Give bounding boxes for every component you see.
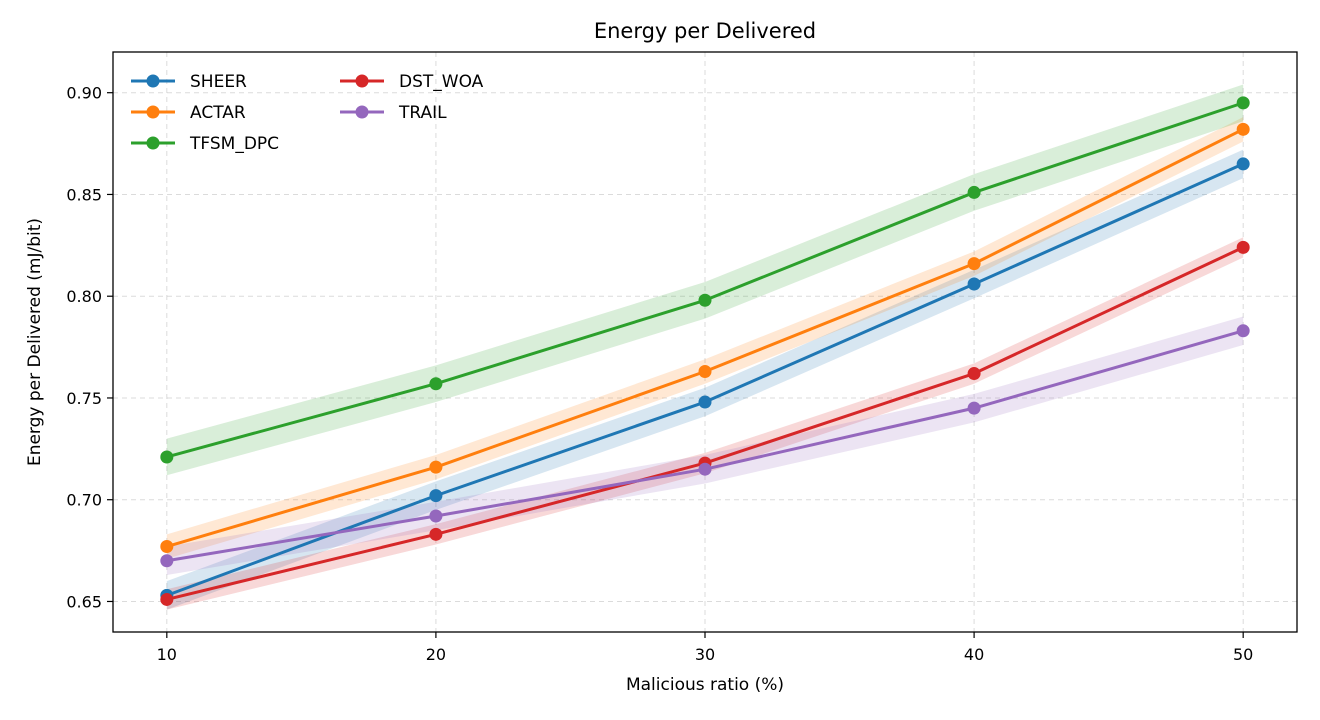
- point-actar: [698, 365, 712, 379]
- legend-label: DST_WOA: [399, 72, 484, 92]
- point-sheer: [967, 277, 981, 291]
- x-tick-label: 40: [964, 645, 984, 664]
- legend-swatch-marker: [146, 136, 160, 150]
- x-tick-label: 30: [695, 645, 715, 664]
- y-tick-label: 0.75: [66, 389, 102, 408]
- point-trail: [160, 554, 174, 568]
- x-tick-label: 20: [426, 645, 446, 664]
- point-trail: [967, 401, 981, 415]
- legend-item-sheer: SHEER: [131, 72, 247, 92]
- legend-label: SHEER: [190, 72, 247, 92]
- legend-item-dst-woa: DST_WOA: [340, 72, 484, 92]
- grid-lines: [113, 52, 1297, 632]
- y-tick-label: 0.65: [66, 592, 102, 611]
- x-tick-label: 10: [157, 645, 177, 664]
- series-lines: [160, 96, 1250, 606]
- point-tfsm-dpc: [1236, 96, 1250, 110]
- chart-title: Energy per Delivered: [594, 19, 816, 43]
- legend-swatch-marker: [146, 105, 160, 119]
- point-actar: [429, 460, 443, 474]
- legend-item-actar: ACTAR: [131, 103, 246, 123]
- legend-item-trail: TRAIL: [340, 103, 447, 123]
- legend-item-tfsm-dpc: TFSM_DPC: [131, 134, 279, 154]
- x-tick-label: 50: [1233, 645, 1253, 664]
- x-axis-label: Malicious ratio (%): [626, 675, 784, 695]
- y-tick-label: 0.90: [66, 84, 102, 103]
- y-axis-label: Energy per Delivered (mJ/bit): [25, 218, 45, 466]
- point-trail: [429, 509, 443, 523]
- legend-swatch-marker: [355, 74, 369, 88]
- legend-label: TRAIL: [398, 103, 447, 123]
- point-tfsm-dpc: [967, 185, 981, 199]
- y-tick-label: 0.80: [66, 287, 102, 306]
- point-tfsm-dpc: [429, 377, 443, 391]
- point-actar: [160, 540, 174, 554]
- legend: SHEER ACTAR TFSM_DPC DST_WOA TRAIL: [131, 72, 484, 154]
- point-dst-woa: [967, 367, 981, 381]
- point-tfsm-dpc: [160, 450, 174, 464]
- point-sheer: [1236, 157, 1250, 171]
- point-trail: [698, 462, 712, 476]
- point-dst-woa: [429, 527, 443, 541]
- point-trail: [1236, 324, 1250, 338]
- y-tick-label: 0.85: [66, 185, 102, 204]
- y-tick-label: 0.70: [66, 491, 102, 510]
- point-dst-woa: [1236, 240, 1250, 254]
- legend-label: TFSM_DPC: [189, 134, 279, 154]
- legend-label: ACTAR: [190, 103, 246, 123]
- point-dst-woa: [160, 592, 174, 606]
- point-sheer: [429, 489, 443, 503]
- legend-swatch-marker: [146, 74, 160, 88]
- point-actar: [1236, 122, 1250, 136]
- point-actar: [967, 257, 981, 271]
- axis-ticks: 10 20 30 40 50 0.65 0.70 0.75 0.80 0.85 0.90: [66, 84, 1253, 664]
- legend-swatch-marker: [355, 105, 369, 119]
- point-sheer: [698, 395, 712, 409]
- point-tfsm-dpc: [698, 293, 712, 307]
